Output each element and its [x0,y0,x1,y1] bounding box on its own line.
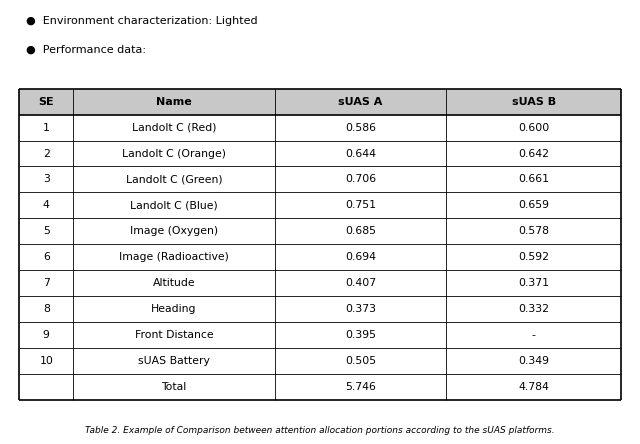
Text: 0.644: 0.644 [345,149,376,159]
Text: 0.373: 0.373 [345,304,376,314]
Text: 1: 1 [43,123,50,133]
Bar [275,322,446,348]
Text: 0.659: 0.659 [518,200,549,210]
Text: 2: 2 [43,149,50,159]
Text: Image (Radioactive): Image (Radioactive) [119,252,229,262]
Bar [19,244,74,270]
Bar [19,166,74,192]
Text: Altitude: Altitude [153,278,195,288]
Bar [446,322,621,348]
Text: SE: SE [38,97,54,107]
Bar [446,270,621,296]
Bar [446,192,621,218]
Bar [275,218,446,244]
Text: 6: 6 [43,252,50,262]
Text: 7: 7 [43,278,50,288]
Bar [275,115,446,141]
Bar [19,115,74,141]
Text: Total: Total [161,382,187,392]
Text: 8: 8 [43,304,50,314]
Bar [74,348,275,374]
Bar [275,244,446,270]
Text: 0.685: 0.685 [345,226,376,236]
Bar [19,270,74,296]
Text: 0.751: 0.751 [345,200,376,210]
Bar [19,218,74,244]
Text: Heading: Heading [152,304,197,314]
Bar [74,192,275,218]
Text: 0.349: 0.349 [518,356,549,366]
Bar [19,192,74,218]
Bar [74,244,275,270]
Text: 5.746: 5.746 [345,382,376,392]
Bar [74,89,275,115]
Bar [446,296,621,322]
Bar [275,270,446,296]
Text: ●  Performance data:: ● Performance data: [26,44,146,55]
Text: 0.592: 0.592 [518,252,549,262]
Text: 0.395: 0.395 [345,330,376,340]
Bar [275,166,446,192]
Bar [74,322,275,348]
Text: Image (Oxygen): Image (Oxygen) [130,226,218,236]
Text: Landolt C (Blue): Landolt C (Blue) [130,200,218,210]
Bar [19,141,74,166]
Text: 4.784: 4.784 [518,382,549,392]
Text: 9: 9 [43,330,50,340]
Bar [446,89,621,115]
Text: 0.578: 0.578 [518,226,549,236]
Text: Landolt C (Green): Landolt C (Green) [126,174,223,184]
Text: 4: 4 [43,200,50,210]
Bar [19,322,74,348]
Bar [275,296,446,322]
Bar [74,115,275,141]
Text: Landolt C (Orange): Landolt C (Orange) [122,149,226,159]
Bar [74,270,275,296]
Bar [446,115,621,141]
Text: 0.332: 0.332 [518,304,549,314]
Bar [446,166,621,192]
Text: 3: 3 [43,174,50,184]
Bar [275,141,446,166]
Text: 0.407: 0.407 [345,278,376,288]
Bar [19,374,74,400]
Text: 0.371: 0.371 [518,278,549,288]
Bar [74,141,275,166]
Text: sUAS A: sUAS A [339,97,383,107]
Text: 10: 10 [39,356,53,366]
Bar [275,348,446,374]
Bar [446,244,621,270]
Text: Name: Name [156,97,192,107]
Bar [19,89,74,115]
Text: sUAS Battery: sUAS Battery [138,356,210,366]
Text: 0.642: 0.642 [518,149,549,159]
Text: 5: 5 [43,226,50,236]
Bar [275,89,446,115]
Text: 0.694: 0.694 [345,252,376,262]
Bar [275,374,446,400]
Bar [74,296,275,322]
Bar [446,218,621,244]
Text: Table 2. Example of Comparison between attention allocation portions according t: Table 2. Example of Comparison between a… [85,426,555,435]
Text: 0.706: 0.706 [345,174,376,184]
Text: Front Distance: Front Distance [135,330,213,340]
Bar [275,192,446,218]
Text: 0.586: 0.586 [345,123,376,133]
Text: sUAS B: sUAS B [511,97,556,107]
Bar [446,374,621,400]
Bar [19,348,74,374]
Bar [74,374,275,400]
Text: Landolt C (Red): Landolt C (Red) [132,123,216,133]
Bar [446,141,621,166]
Bar [74,166,275,192]
Text: 0.661: 0.661 [518,174,549,184]
Bar [74,218,275,244]
Text: 0.505: 0.505 [345,356,376,366]
Text: -: - [532,330,536,340]
Bar [19,296,74,322]
Bar [446,348,621,374]
Text: 0.600: 0.600 [518,123,549,133]
Text: ●  Environment characterization: Lighted: ● Environment characterization: Lighted [26,16,257,26]
